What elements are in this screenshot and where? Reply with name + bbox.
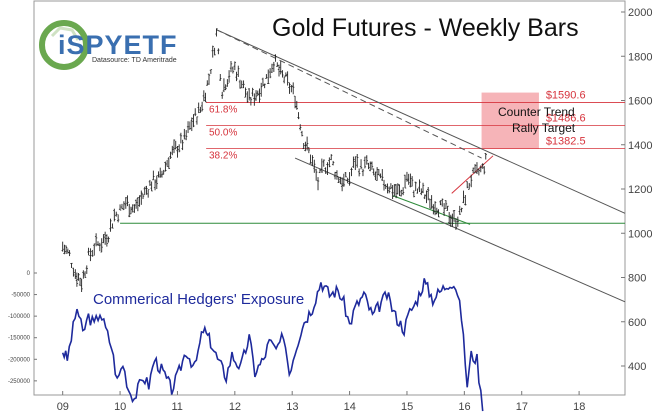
price-tick-label: 1600 bbox=[628, 96, 652, 108]
x-tick-label: 17 bbox=[516, 401, 528, 413]
trend-layer bbox=[216, 29, 626, 303]
hedger-tick-label: -50000 bbox=[11, 293, 30, 299]
x-tick-label: 15 bbox=[401, 401, 413, 413]
fib-price-label: $1590.6 bbox=[546, 90, 586, 102]
x-tick-label: 12 bbox=[229, 401, 241, 413]
fib-label: 61.8% bbox=[209, 105, 237, 116]
hedger-tick-label: -150000 bbox=[8, 336, 31, 342]
logo-ring bbox=[39, 20, 89, 70]
x-tick-label: 09 bbox=[57, 401, 69, 413]
x-tick-label: 10 bbox=[114, 401, 126, 413]
hedger-tick-label: -200000 bbox=[8, 357, 31, 363]
x-tick-label: 16 bbox=[458, 401, 470, 413]
x-tick-label: 13 bbox=[286, 401, 298, 413]
hedger-line bbox=[61, 278, 484, 412]
x-tick-label: 11 bbox=[171, 401, 182, 413]
target-zone-layer bbox=[481, 92, 539, 149]
target-annotation-line2: Rally Target bbox=[512, 121, 576, 135]
hedger-axis: 0 -50000 -100000 -150000 -200000 -250000 bbox=[8, 271, 37, 385]
price-tick-label: 1200 bbox=[628, 184, 652, 196]
fib-layer: 61.8% $1590.6 50.0% $1486.6 38.2% $1382.5 bbox=[120, 90, 625, 224]
target-zone bbox=[481, 92, 539, 149]
x-tick-label: 14 bbox=[344, 401, 356, 413]
fib-price-label: $1382.5 bbox=[546, 136, 586, 148]
hedger-series-label: Commerical Hedgers' Exposure bbox=[93, 291, 304, 308]
x-tick-label: 18 bbox=[573, 401, 585, 413]
price-tick-label: 1400 bbox=[628, 140, 652, 152]
trend-line bbox=[216, 29, 482, 159]
hedger-tick-label: 0 bbox=[27, 271, 31, 277]
logo-datasource: Datasource: TD Ameritrade bbox=[92, 57, 177, 64]
price-tick-label: 400 bbox=[628, 361, 646, 373]
trend-line bbox=[294, 157, 626, 303]
hedger-tick-label: -250000 bbox=[8, 379, 31, 385]
fib-price-label: $1486.6 bbox=[546, 113, 586, 125]
trend-line bbox=[451, 155, 494, 194]
price-tick-label: 1000 bbox=[628, 228, 652, 240]
logo-name: iSPYETF bbox=[58, 30, 178, 60]
price-axis: 400 600 800 1000 1200 1400 1600 1800 2000 bbox=[621, 7, 652, 373]
trend-line bbox=[392, 195, 471, 225]
price-tick-label: 800 bbox=[628, 273, 646, 285]
fib-label: 38.2% bbox=[209, 151, 237, 162]
logo-swoosh bbox=[50, 26, 80, 41]
fib-label: 50.0% bbox=[209, 128, 237, 139]
x-axis: 09 10 11 12 13 14 15 16 17 18 bbox=[57, 391, 585, 413]
trend-line bbox=[216, 29, 626, 214]
hedger-series bbox=[61, 278, 484, 412]
chart-title: Gold Futures - Weekly Bars bbox=[272, 14, 579, 42]
price-bars bbox=[61, 28, 487, 293]
plot-frame bbox=[33, 0, 626, 396]
logo: iSPYETF Datasource: TD Ameritrade bbox=[39, 20, 178, 70]
price-tick-label: 600 bbox=[628, 317, 646, 329]
hedger-tick-label: -100000 bbox=[8, 314, 31, 320]
price-tick-label: 2000 bbox=[628, 7, 652, 19]
target-annotation-line1: Counter Trend bbox=[498, 105, 575, 119]
price-tick-label: 1800 bbox=[628, 51, 652, 63]
